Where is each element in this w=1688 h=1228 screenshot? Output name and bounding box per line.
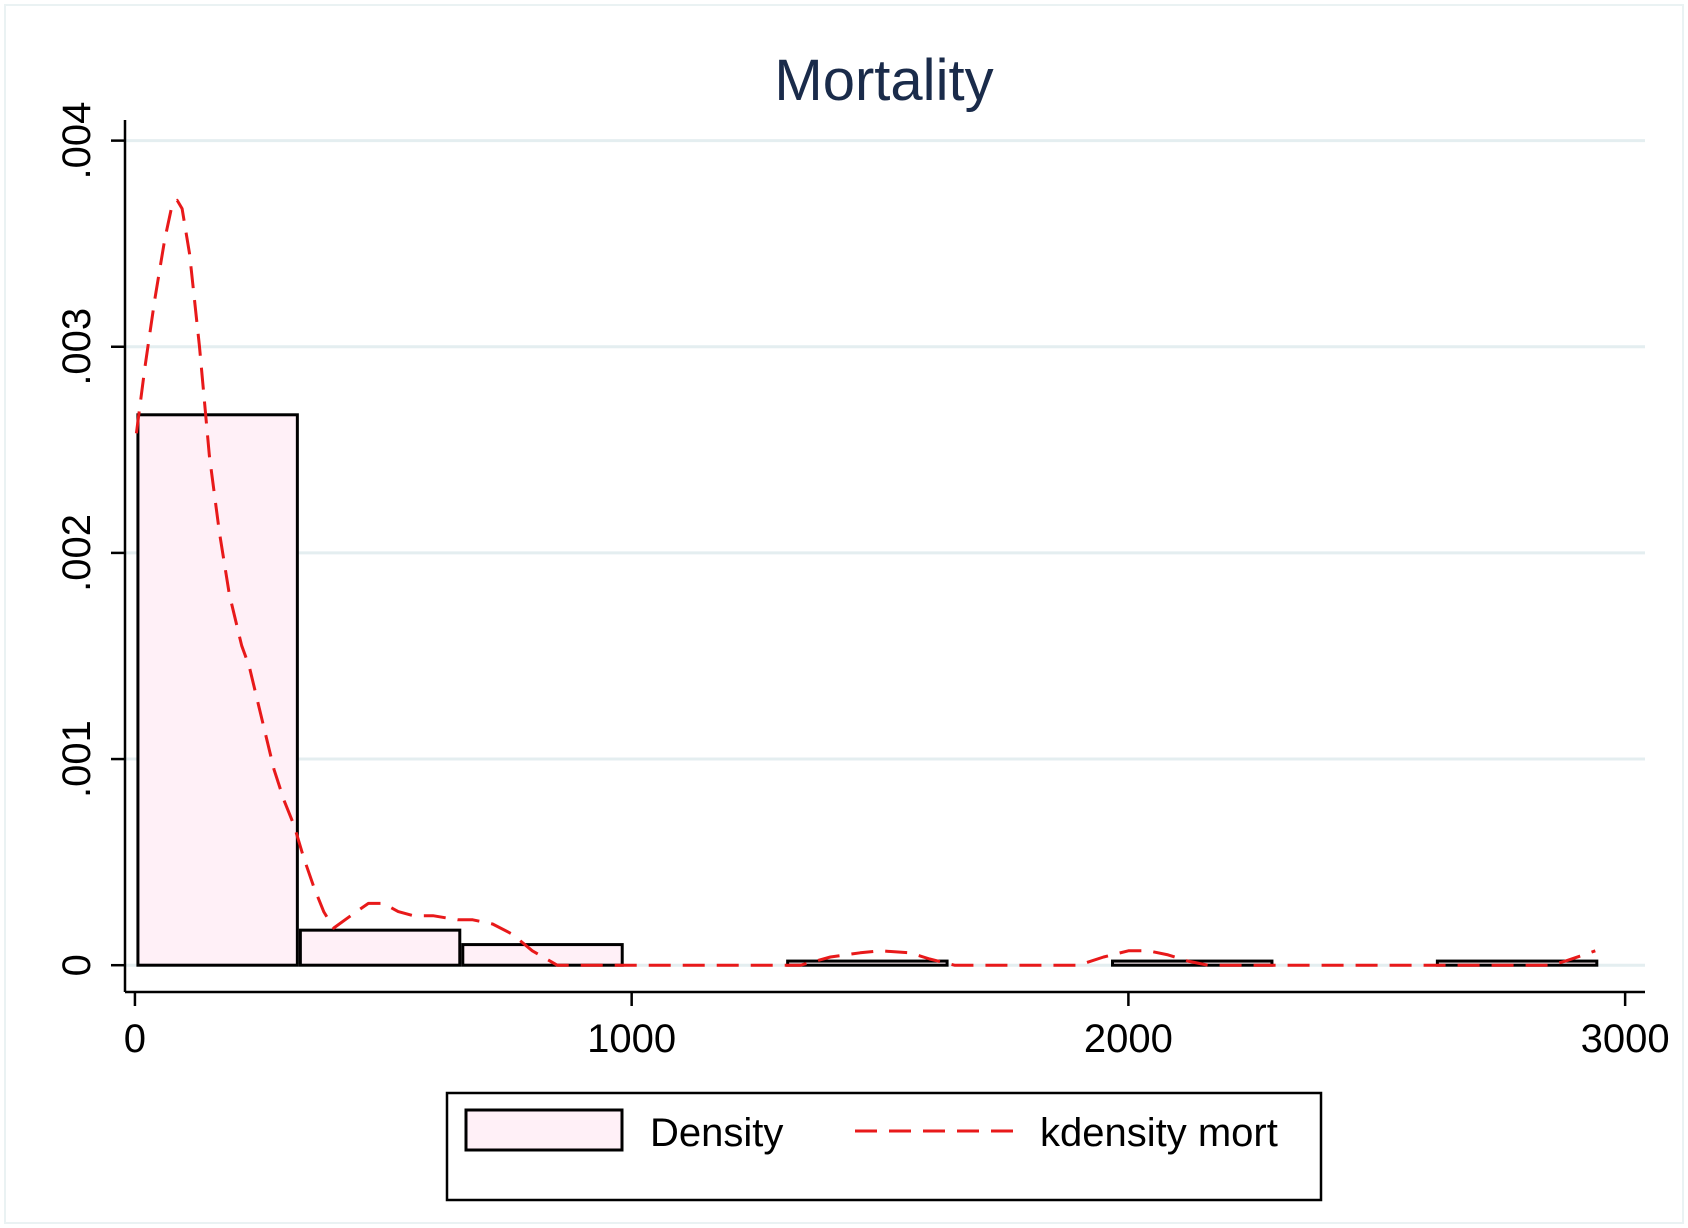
histogram-bar [461,943,624,967]
y-tick-label: .001 [55,720,99,798]
y-tick-label: 0 [55,954,99,976]
x-tick-label: 0 [124,1017,146,1061]
grid-lines [125,139,1645,967]
kdensity-line [134,198,1596,967]
y-tick-label: .004 [55,102,99,180]
legend-density-label: Density [650,1111,783,1155]
legend-density-swatch [464,1108,624,1152]
y-tick-label: .003 [55,308,99,386]
histogram-bar [298,928,462,967]
histogram-bar [1435,959,1599,967]
y-tick-label: .002 [55,514,99,592]
histogram-bar [136,413,299,967]
legend-kdensity-label: kdensity mort [1040,1111,1278,1155]
histogram-bars [136,413,1599,967]
chart-title: Mortality [774,48,993,113]
axes: 0 .001 .002 .003 .004 0 1000 2000 3000 [55,102,1670,1061]
x-tick-label: 2000 [1084,1017,1173,1061]
kdensity-curve [134,198,1596,967]
x-tick-label: 3000 [1581,1017,1670,1061]
legend: Density kdensity mort [445,1091,1323,1202]
histogram-bar [786,959,949,967]
x-tick-label: 1000 [587,1017,676,1061]
